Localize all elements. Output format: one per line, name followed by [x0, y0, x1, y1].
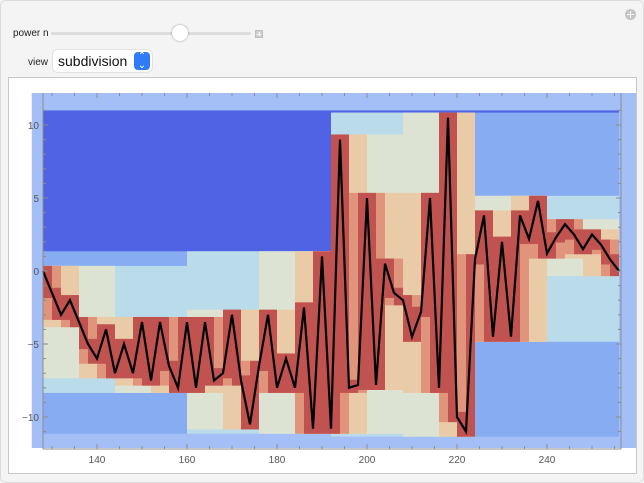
view-select-value: subdivision [58, 53, 128, 69]
y-tick-label: −5 [28, 340, 40, 351]
x-tick-label: 160 [179, 455, 196, 466]
chevron-updown-icon: ⌃ ⌄ [134, 52, 150, 71]
y-tick-label: 0 [33, 267, 39, 278]
power-slider[interactable] [51, 32, 251, 35]
view-select[interactable]: subdivision ⌃ ⌄ [53, 50, 152, 72]
power-slider-thumb[interactable] [172, 25, 188, 41]
x-tick-label: 200 [359, 455, 376, 466]
plot-area: 140 160 180 200 220 240 10 5 0 −5 −10 [8, 77, 637, 474]
x-tick-label: 220 [449, 455, 466, 466]
y-tick-label: −10 [22, 413, 39, 424]
x-tick-label: 240 [539, 455, 556, 466]
x-tick-label: 180 [269, 455, 286, 466]
walk-curve [41, 117, 620, 436]
subdivision-chart: 140 160 180 200 220 240 10 5 0 −5 −10 [22, 93, 636, 466]
view-label: view [28, 57, 49, 68]
power-label: power n [13, 28, 49, 39]
slider-expand-icon[interactable] [255, 30, 263, 38]
add-icon[interactable] [625, 9, 636, 20]
y-tick-label: 5 [33, 194, 39, 205]
x-tick-label: 140 [89, 455, 106, 466]
y-tick-label: 10 [28, 121, 40, 132]
